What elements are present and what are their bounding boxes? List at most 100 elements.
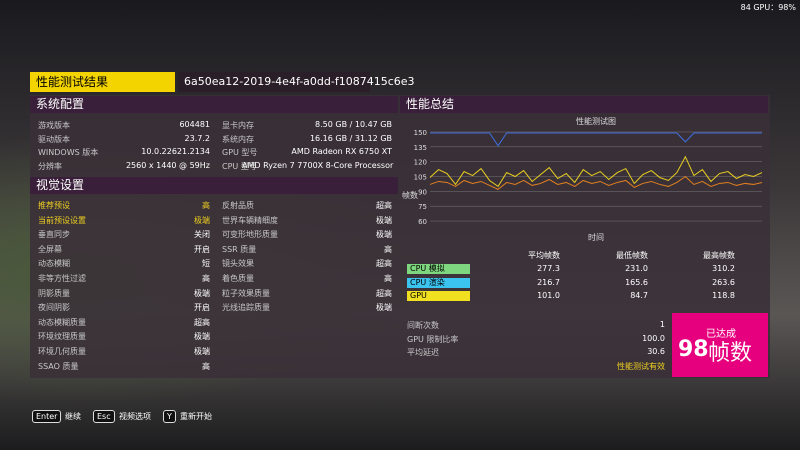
badge: 已达成 98 帧数 [672, 313, 768, 377]
cell: 84.7 [630, 291, 648, 300]
col-header: 最高帧数 [703, 251, 735, 260]
key-label: 重新开始 [180, 412, 212, 421]
setting-label: WINDOWS 版本 [38, 148, 99, 157]
x-label: 时间 [588, 232, 604, 242]
setting-value: AMD Radeon RX 6750 XT [291, 147, 392, 156]
setting-value: 开启 [194, 244, 210, 254]
setting-value: 超高 [194, 317, 210, 327]
cell: 101.0 [537, 291, 560, 300]
key: Y [163, 410, 176, 423]
setting-label: 着色质量 [222, 274, 254, 283]
setting-label: 环境纹理质量 [38, 332, 86, 342]
key-label: 视频选项 [119, 412, 151, 421]
setting-value: 超高 [376, 288, 392, 298]
setting-label: 分辨率 [38, 161, 62, 171]
setting-label: 当前预设设置 [38, 215, 86, 225]
section-title: 视觉设置 [30, 177, 398, 194]
setting-label: 系统内存 [222, 134, 254, 144]
setting-label: 可变形地形质量 [222, 230, 278, 240]
series-line [429, 175, 763, 190]
stat-label: 间断次数 [407, 321, 439, 330]
setting-value: 超高 [376, 259, 392, 269]
y-tick-label: 120 [414, 159, 427, 167]
row-name: CPU 渲染 [407, 277, 470, 288]
setting-label: 非等方性过滤 [38, 274, 86, 283]
setting-label: 驱动版本 [38, 134, 70, 144]
section-title: 性能总结 [400, 96, 768, 113]
setting-label: 阴影质量 [38, 288, 70, 298]
setting-label: 夜间阴影 [38, 303, 70, 313]
setting-value: 高 [384, 244, 392, 254]
setting-label: 世界车辆精细度 [222, 215, 278, 225]
series-line [429, 155, 763, 188]
panel [30, 95, 770, 378]
col-header: 最低帧数 [616, 251, 648, 260]
setting-label: 显卡内存 [222, 121, 254, 130]
run-id: 6a50ea12-2019-4e4f-a0dd-f1087415c6e3 [178, 72, 415, 92]
stat-label: GPU 限制比率 [407, 334, 459, 344]
setting-value: 超高 [376, 201, 392, 210]
setting-value: 604481 [179, 120, 210, 129]
setting-value: 16.16 GB / 31.12 GB [309, 133, 392, 143]
setting-label: 环境几何质量 [38, 347, 86, 356]
stat-value: 100.0 [642, 333, 665, 343]
setting-value: 23.7.2 [184, 133, 210, 143]
setting-value: 2560 x 1440 @ 59Hz [125, 160, 210, 170]
setting-value: 极端 [194, 332, 210, 342]
setting-label: 游戏版本 [38, 121, 70, 130]
setting-label: CPU 型号 [222, 161, 257, 171]
y-tick-label: 150 [414, 129, 427, 137]
cell: 310.2 [712, 264, 735, 273]
setting-value: 高 [202, 274, 210, 283]
setting-value: 极端 [194, 347, 210, 356]
setting-value: 极端 [376, 215, 392, 225]
setting-label: 光线追踪质量 [222, 303, 270, 313]
setting-value: 10.0.22621.2134 [141, 147, 210, 156]
cell: 118.8 [712, 291, 735, 300]
setting-value: 高 [202, 361, 210, 371]
cell: 165.6 [625, 277, 648, 287]
row-name: GPU [407, 291, 470, 301]
section-title: 系统配置 [30, 96, 398, 113]
setting-value: 极端 [376, 230, 392, 240]
setting-value: 极端 [194, 215, 210, 225]
y-tick-label: 135 [414, 144, 427, 152]
row-name: CPU 模拟 [407, 264, 470, 274]
setting-label: SSR 质量 [222, 244, 257, 254]
setting-label: 动态模糊质量 [38, 317, 86, 327]
y-label: 帧数 [402, 190, 418, 200]
valid: 性能测试有效 [617, 362, 665, 371]
setting-label: 垂直同步 [38, 230, 70, 240]
setting-value: 8.50 GB / 10.47 GB [315, 120, 392, 129]
setting-label: 粒子效果质量 [222, 288, 270, 298]
setting-label: 镜头效果 [222, 259, 254, 269]
stat-value: 1 [659, 320, 665, 329]
badge-top: 已达成 [706, 329, 736, 340]
col-header: 平均帧数 [528, 251, 560, 260]
y-tick-label: 60 [418, 218, 427, 226]
setting-label: GPU 型号 [222, 148, 258, 157]
overlay: 84 GPU：98% [740, 3, 796, 12]
setting-value: 极端 [194, 288, 210, 298]
setting-label: SSAO 质量 [38, 361, 79, 371]
stat-value: 30.6 [647, 347, 665, 356]
setting-label: 推荐预设 [38, 201, 70, 210]
setting-value: 高 [202, 201, 210, 210]
title: 性能测试结果 [30, 72, 175, 92]
chart-title: 性能测试图 [576, 116, 616, 126]
y-tick-label: 105 [414, 174, 427, 182]
key: Enter [32, 410, 62, 423]
setting-value: 短 [202, 259, 210, 269]
cell: 216.7 [537, 277, 560, 287]
badge-value: 98 [678, 337, 709, 362]
setting-label: 动态模糊 [38, 259, 70, 269]
setting-value: 开启 [194, 303, 210, 313]
y-tick-label: 75 [418, 203, 427, 211]
setting-value: AMD Ryzen 7 7700X 8-Core Processor [242, 160, 394, 170]
cell: 277.3 [537, 264, 560, 273]
setting-value: 关闭 [194, 230, 210, 240]
cell: 231.0 [625, 264, 648, 273]
y-tick-label: 90 [418, 188, 427, 196]
